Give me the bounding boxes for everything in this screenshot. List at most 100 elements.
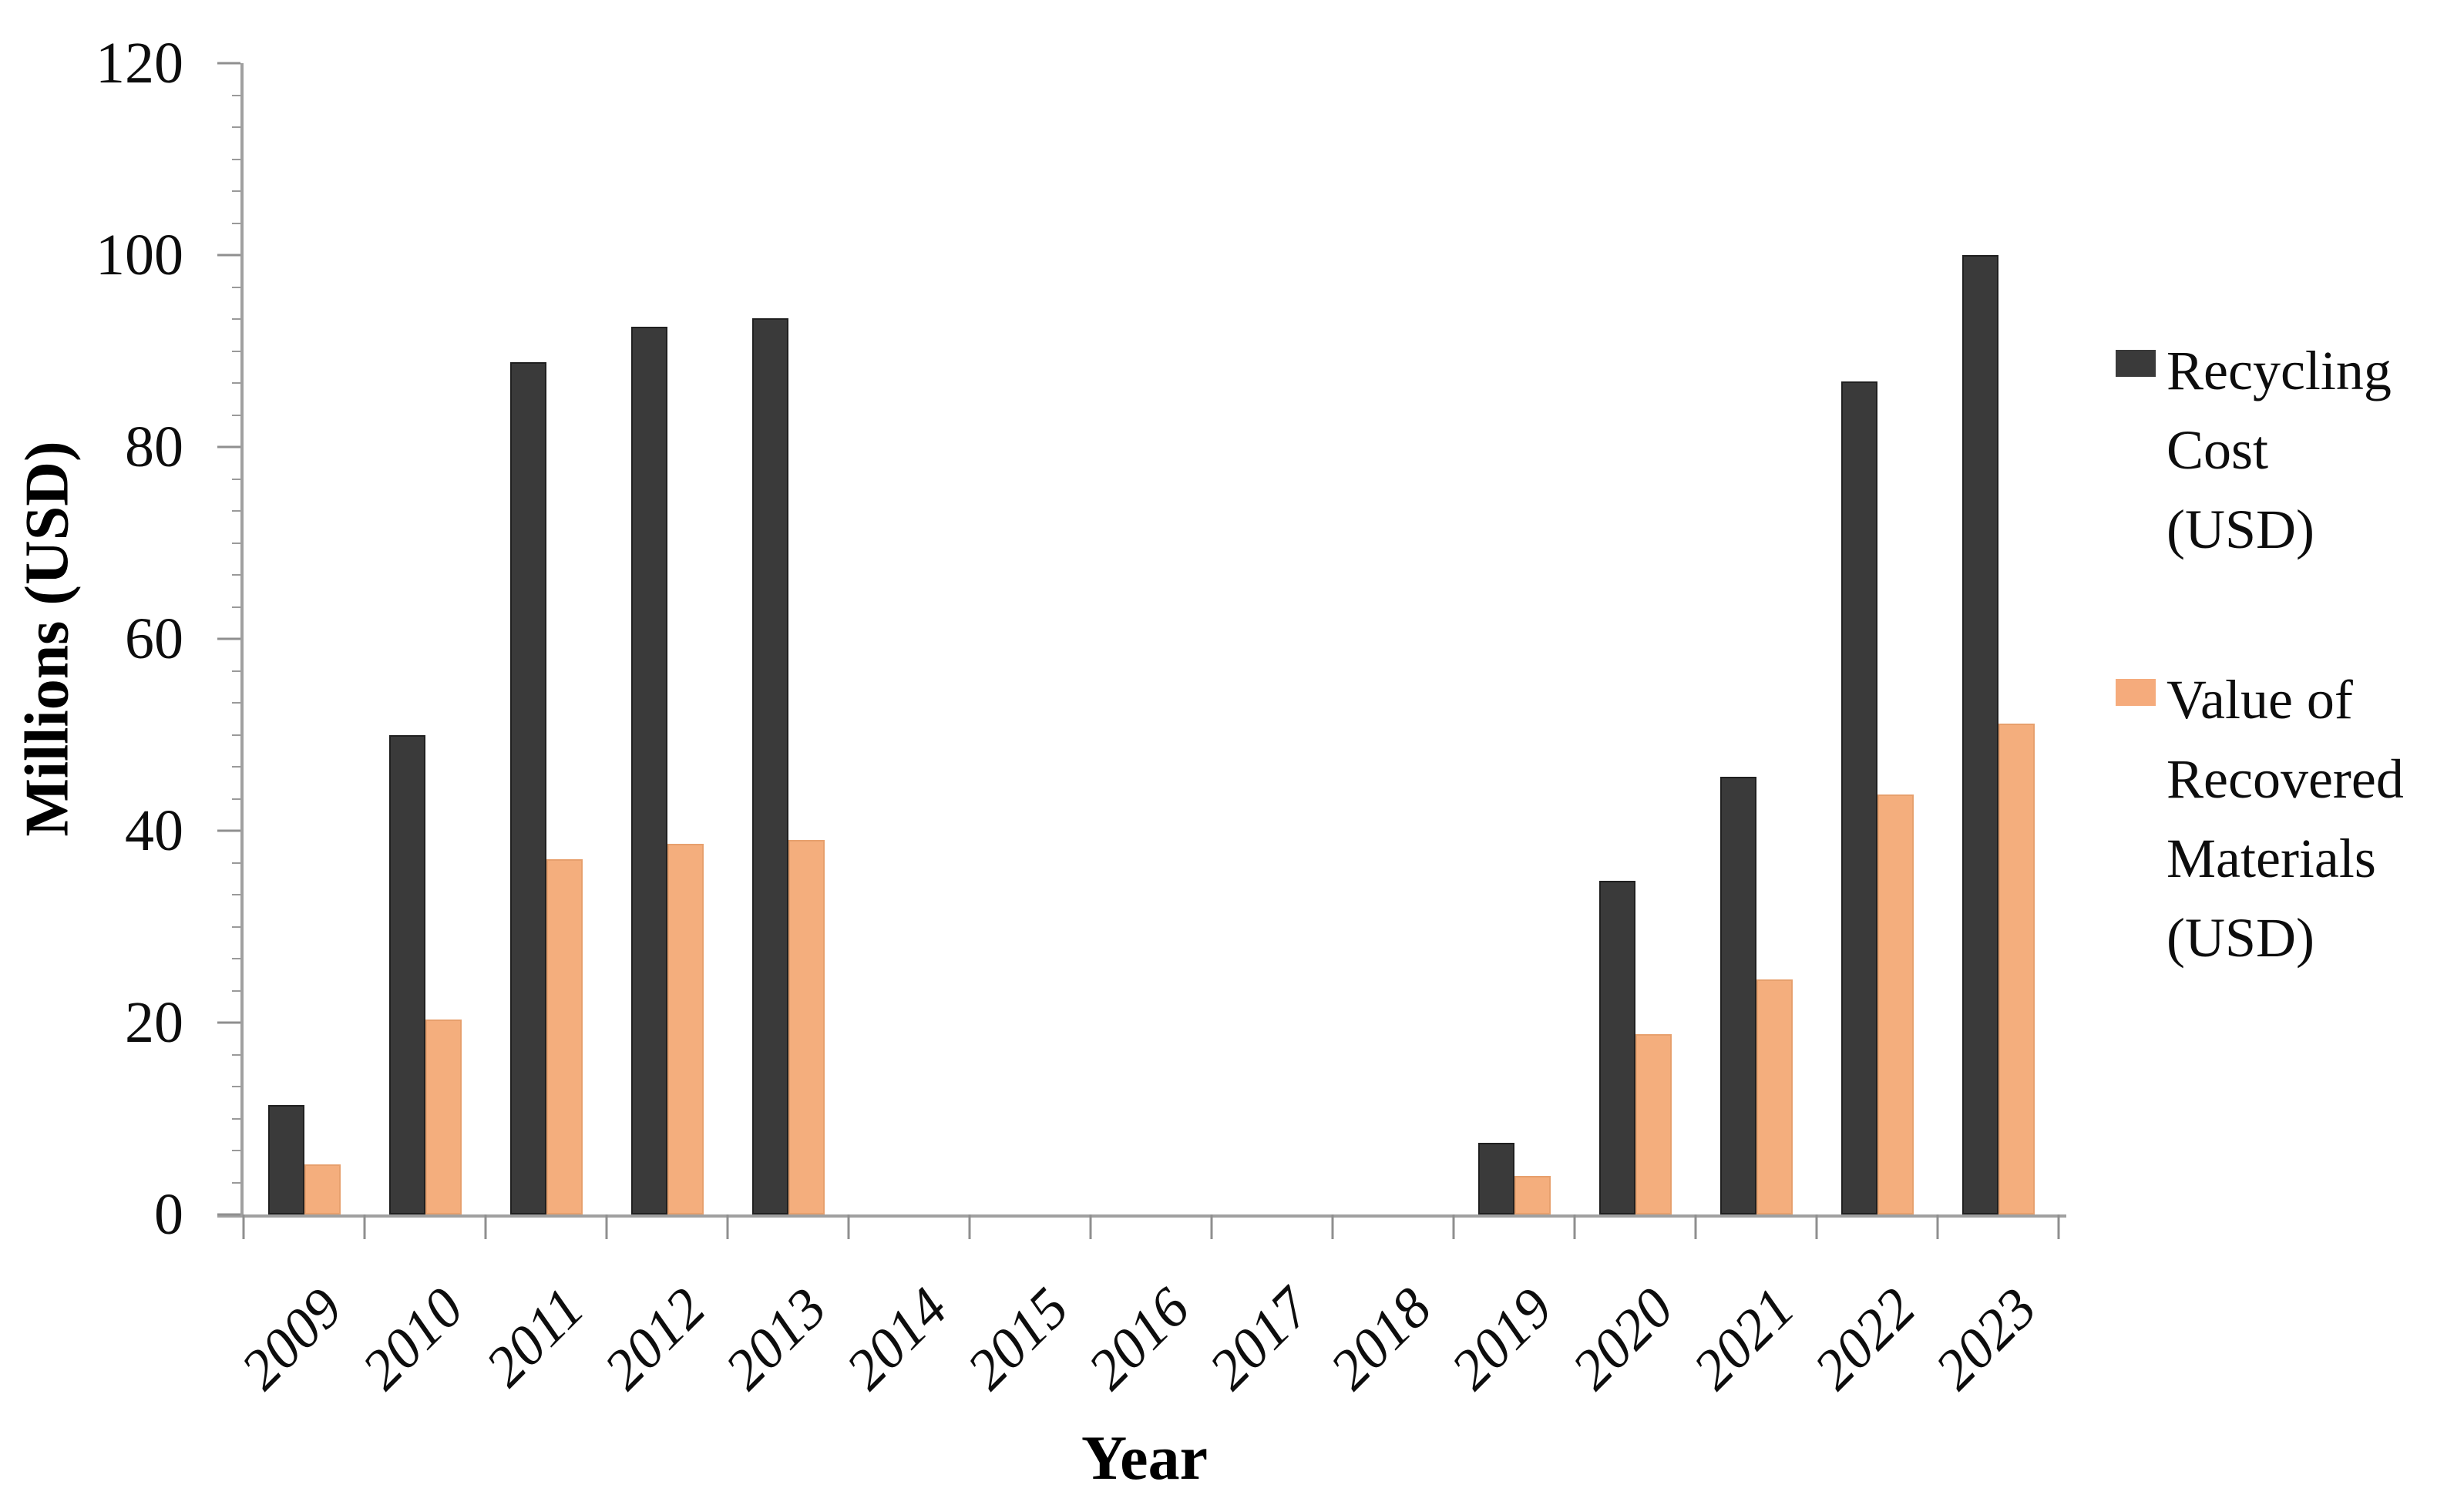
bar-group (607, 63, 728, 1214)
y-tick-label: 80 (125, 415, 183, 479)
bar-group (1454, 63, 1575, 1214)
bar-group (365, 63, 486, 1214)
y-minor-tick (232, 510, 240, 512)
y-minor-tick (232, 190, 240, 192)
y-major-tick (217, 1213, 240, 1216)
bar-recovered-value-2023 (1998, 723, 2035, 1214)
bar-group (1091, 63, 1212, 1214)
x-axis-line (217, 1214, 2066, 1218)
y-minor-tick (232, 894, 240, 895)
legend-label: Recycling Cost (USD) (2167, 331, 2447, 569)
y-minor-tick (232, 606, 240, 608)
x-tick-label-2023: 2023 (1923, 1276, 2049, 1402)
x-axis-tick (605, 1214, 608, 1239)
plot-area: 0 20 40 60 80 100 120 2009 2010 2011 2012 2013 2014… (96, 34, 2066, 1402)
bar-recycling-cost-2010 (388, 734, 425, 1214)
y-minor-tick (232, 350, 240, 352)
y-minor-tick (232, 1117, 240, 1120)
bar-recycling-cost-2011 (509, 362, 546, 1214)
bar-group (849, 63, 970, 1214)
x-tick-label-2011: 2011 (473, 1276, 597, 1399)
y-minor-tick (232, 989, 240, 992)
bar-recovered-value-2012 (667, 844, 704, 1214)
legend: Recycling Cost (USD) Value of Recovered Mater… (2116, 331, 2447, 1069)
bar-recycling-cost-2009 (267, 1105, 304, 1214)
y-tick-label: 20 (125, 990, 183, 1055)
x-tick-label-2019: 2019 (1439, 1276, 1565, 1402)
bar-recovered-value-2022 (1877, 794, 1914, 1214)
bar-group (970, 63, 1091, 1214)
y-tick-label: 0 (154, 1182, 183, 1247)
bar-group (1212, 63, 1333, 1214)
x-axis-tick (1089, 1214, 1092, 1239)
bar-recycling-cost-2013 (751, 318, 788, 1214)
y-minor-tick (232, 1150, 240, 1151)
x-axis-tick (484, 1214, 487, 1239)
x-axis-tick (1573, 1214, 1576, 1239)
y-minor-tick (232, 414, 240, 416)
x-tick-label-2015: 2015 (955, 1276, 1081, 1402)
x-tick-label-2010: 2010 (350, 1276, 476, 1402)
x-tick-label-2013: 2013 (713, 1276, 839, 1402)
y-tick-label: 100 (96, 223, 183, 287)
y-minor-tick (232, 126, 240, 128)
y-minor-tick (232, 1181, 240, 1184)
y-major-tick (217, 1021, 240, 1024)
y-minor-tick (232, 862, 240, 864)
bar-recovered-value-2020 (1635, 1033, 1672, 1214)
x-tick-label-2012: 2012 (592, 1276, 718, 1402)
x-tick-label-2020: 2020 (1560, 1276, 1686, 1402)
x-axis-tick (1331, 1214, 1334, 1239)
y-minor-tick (232, 318, 240, 320)
legend-label-line: Recycling (2167, 340, 2392, 401)
y-minor-tick (232, 734, 240, 736)
bar-recovered-value-2009 (304, 1164, 341, 1214)
legend-item-recycling-cost: Recycling Cost (USD) (2116, 331, 2447, 569)
bar-group (1817, 63, 1938, 1214)
y-minor-tick (232, 158, 240, 160)
y-minor-tick (232, 222, 240, 224)
y-minor-tick (232, 1053, 240, 1056)
x-axis-tick (2057, 1214, 2060, 1239)
x-axis-tick (1815, 1214, 1818, 1239)
x-axis-tick (726, 1214, 729, 1239)
bar-group (1575, 63, 1696, 1214)
y-minor-tick (232, 574, 240, 576)
y-minor-tick (232, 958, 240, 959)
x-axis-title: Year (1081, 1423, 1208, 1493)
x-tick-label-2017: 2017 (1197, 1276, 1323, 1402)
bar-recovered-value-2011 (546, 859, 583, 1214)
legend-label-line: (USD) (2167, 907, 2314, 969)
x-tick-label-2016: 2016 (1076, 1276, 1202, 1402)
x-axis-tick (1936, 1214, 1939, 1239)
legend-swatch-recycling-cost (2116, 350, 2156, 377)
y-minor-tick (232, 798, 240, 800)
y-minor-tick (232, 926, 240, 928)
x-axis-tick (1452, 1214, 1455, 1239)
x-axis-tick (1210, 1214, 1213, 1239)
bar-recovered-value-2019 (1514, 1176, 1551, 1214)
y-major-tick (217, 829, 240, 832)
x-tick-label-2009: 2009 (229, 1276, 355, 1402)
y-axis-line (240, 63, 244, 1218)
legend-label-line: Materials (2167, 828, 2376, 889)
bar-group (728, 63, 849, 1214)
y-minor-tick (232, 94, 240, 96)
bar-group (1333, 63, 1454, 1214)
bar-recycling-cost-2023 (1961, 255, 1998, 1214)
x-tick-label-2018: 2018 (1318, 1276, 1444, 1402)
y-tick-label: 120 (96, 31, 183, 96)
y-minor-tick (232, 766, 240, 768)
bar-recycling-cost-2019 (1477, 1142, 1514, 1214)
bar-group (486, 63, 607, 1214)
y-minor-tick (232, 1086, 240, 1087)
legend-label-line: Value of (2167, 669, 2353, 731)
y-minor-tick (232, 286, 240, 288)
y-minor-tick (232, 478, 240, 480)
y-major-tick (217, 637, 240, 640)
bar-group (1696, 63, 1817, 1214)
x-tick-label-2021: 2021 (1681, 1276, 1807, 1402)
y-axis-title: Millions (USD) (13, 441, 82, 837)
x-axis-tick (968, 1214, 971, 1239)
